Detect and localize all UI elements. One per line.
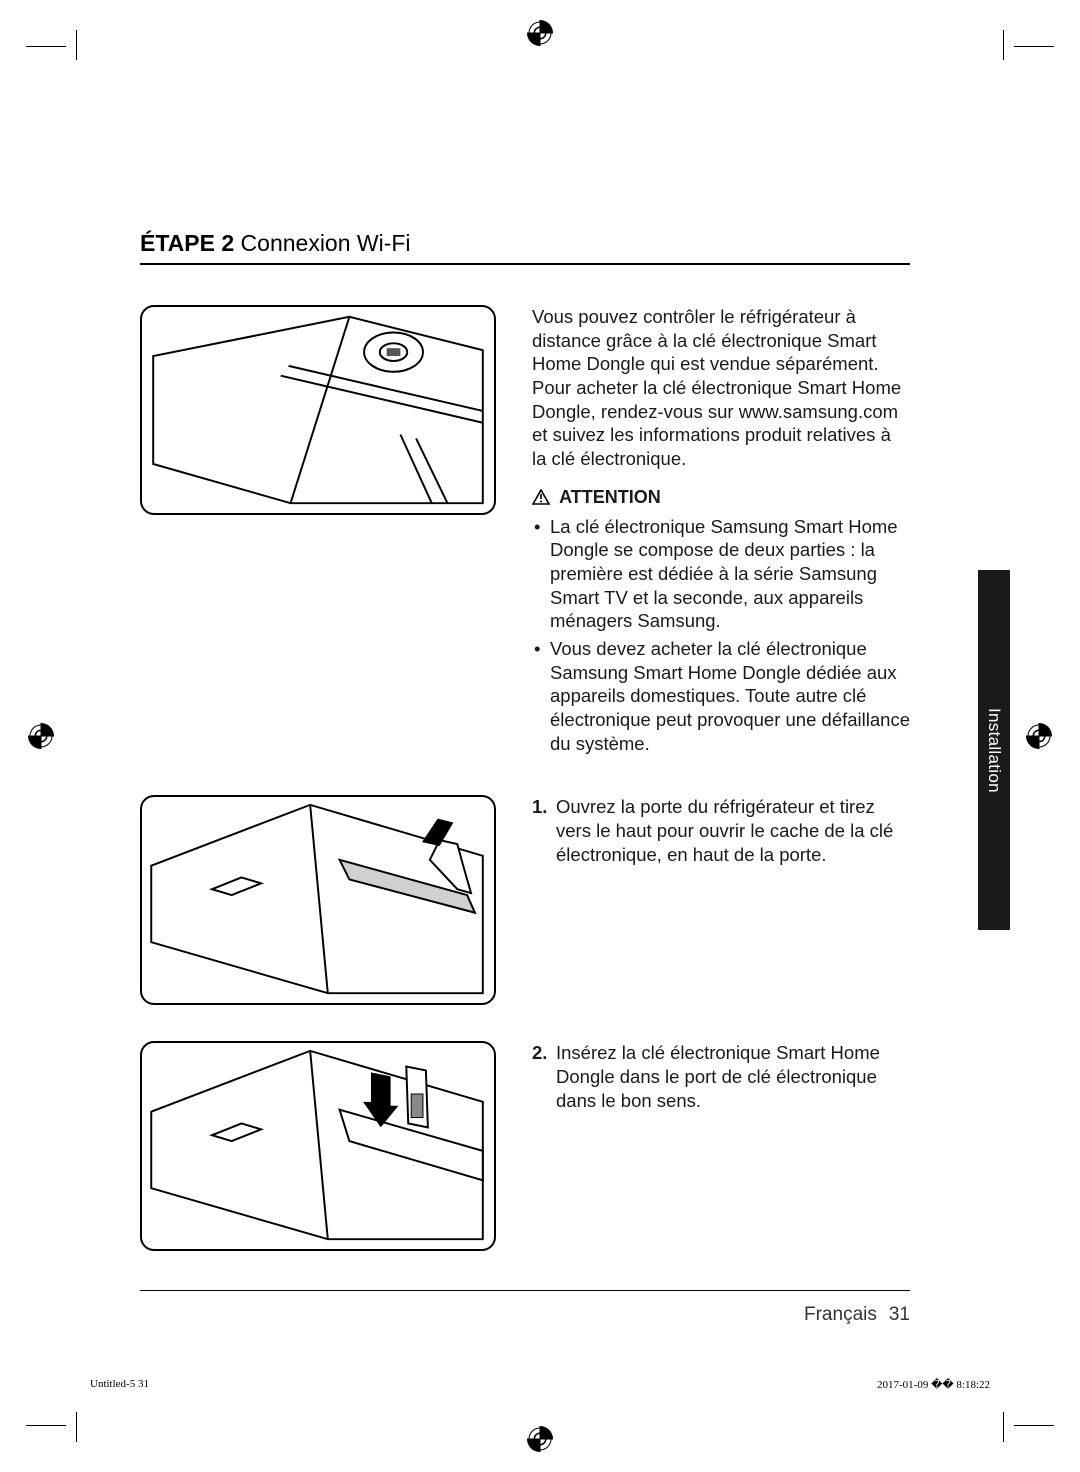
crop-mark [26, 1425, 66, 1426]
step-item: 1.Ouvrez la porte du réfrigérateur et ti… [532, 795, 910, 866]
print-meta-left: Untitled-5 31 [90, 1378, 149, 1390]
registration-mark-icon [527, 1426, 553, 1452]
attention-item: Vous devez acheter la clé électronique S… [532, 637, 910, 755]
crop-mark [1014, 1425, 1054, 1426]
page-content: ÉTAPE 2 Connexion Wi-Fi Vous pouvez cont… [140, 230, 910, 1287]
figure-2 [140, 795, 496, 1005]
row-step-2: 2.Insérez la clé électronique Smart Home… [140, 1041, 910, 1251]
row-intro: Vous pouvez contrôler le réfrigérateur à… [140, 305, 910, 759]
crop-mark [26, 46, 66, 47]
registration-mark-icon [28, 723, 54, 749]
crop-mark [1003, 1412, 1004, 1442]
step-item: 2.Insérez la clé électronique Smart Home… [532, 1041, 910, 1112]
crop-mark [1003, 30, 1004, 60]
step-1-text: 1.Ouvrez la porte du réfrigérateur et ti… [532, 795, 910, 866]
intro-paragraph: Vous pouvez contrôler le réfrigérateur à… [532, 305, 910, 471]
footer-rule [140, 1290, 910, 1291]
step-label: ÉTAPE 2 [140, 230, 234, 256]
row-step-1: 1.Ouvrez la porte du réfrigérateur et ti… [140, 795, 910, 1005]
step-list: 1.Ouvrez la porte du réfrigérateur et ti… [532, 795, 910, 866]
figure-3 [140, 1041, 496, 1251]
step-number: 2. [532, 1041, 547, 1065]
intro-text-col: Vous pouvez contrôler le réfrigérateur à… [532, 305, 910, 759]
step-heading: ÉTAPE 2 Connexion Wi-Fi [140, 230, 910, 265]
crop-mark [1014, 46, 1054, 47]
attention-block: ATTENTION La clé électronique Samsung Sm… [532, 485, 910, 756]
crop-mark [76, 1412, 77, 1442]
attention-list: La clé électronique Samsung Smart Home D… [532, 515, 910, 756]
figure-1 [140, 305, 496, 515]
print-meta-right: 2017-01-09 �� 8:18:22 [877, 1378, 990, 1391]
step-list: 2.Insérez la clé électronique Smart Home… [532, 1041, 910, 1112]
attention-item: La clé électronique Samsung Smart Home D… [532, 515, 910, 633]
registration-mark-icon [527, 20, 553, 46]
attention-label: ATTENTION [559, 487, 661, 507]
step-title-text: Connexion Wi-Fi [241, 230, 411, 256]
registration-mark-icon [1026, 723, 1052, 749]
section-tab: Installation [978, 570, 1010, 930]
step-2-text: 2.Insérez la clé électronique Smart Home… [532, 1041, 910, 1112]
warning-icon [532, 486, 555, 507]
crop-mark [76, 30, 77, 60]
footer-language: Français31 [804, 1304, 910, 1326]
step-number: 1. [532, 795, 547, 819]
